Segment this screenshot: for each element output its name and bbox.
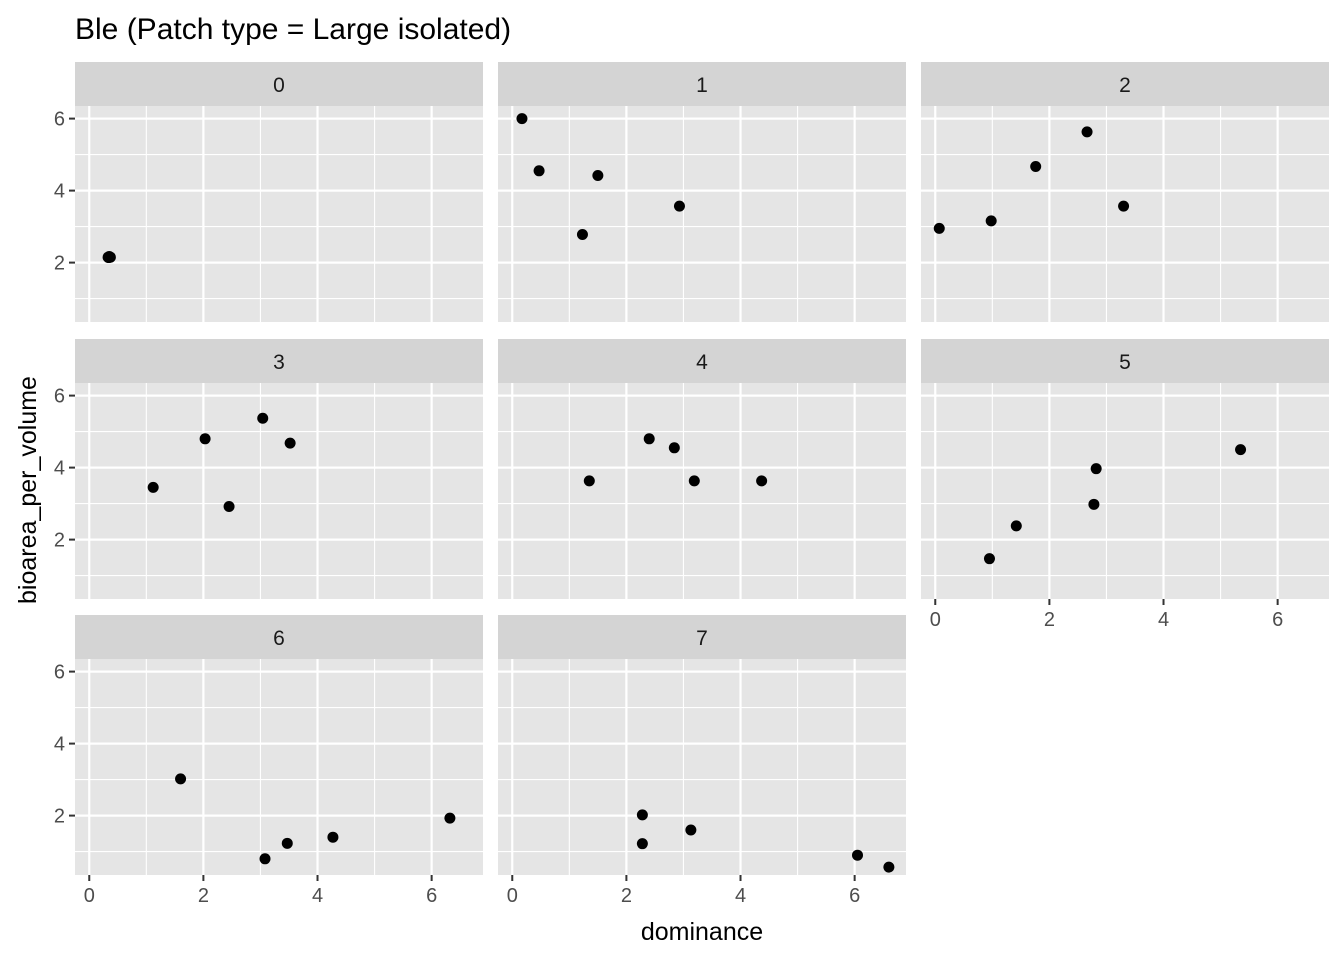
data-point (668, 442, 680, 454)
facet-strip (921, 339, 1329, 383)
facet-panel-7: 7 0 2 4 6 (498, 615, 906, 907)
facet-strip-label: 2 (1119, 74, 1131, 97)
facet-panel-3: 3 2 4 6 (54, 339, 483, 599)
data-point (223, 500, 235, 512)
data-point (1235, 444, 1247, 456)
y-tick-label: 4 (54, 458, 65, 480)
facet-panels: 0 2 4 6 1 2 3 2 4 6 4 5 0 2 4 6 6 2 4 6 0 2 4 6 7 0 2 4 6 (54, 62, 1329, 907)
data-point (851, 849, 863, 861)
x-tick-label: 4 (735, 885, 746, 907)
panel-background (498, 383, 906, 599)
data-point (1010, 520, 1022, 532)
facet-panel-1: 1 (498, 62, 906, 322)
y-tick-label: 6 (54, 662, 65, 684)
x-tick-label: 0 (507, 885, 518, 907)
panel-background (498, 659, 906, 875)
facet-strip (921, 62, 1329, 106)
facet-strip-label: 5 (1119, 351, 1131, 374)
data-point (147, 481, 159, 493)
data-point (636, 809, 648, 821)
data-point (284, 437, 296, 449)
y-tick-label: 2 (54, 530, 65, 552)
facet-panel-4: 4 (498, 339, 906, 599)
facet-strip-label: 4 (696, 351, 708, 374)
data-point (933, 222, 945, 234)
data-point (688, 475, 700, 487)
panel-background (921, 383, 1329, 599)
facet-panel-2: 2 (921, 62, 1329, 322)
data-point (281, 837, 293, 849)
panel-background (921, 106, 1329, 322)
data-point (1090, 463, 1102, 475)
data-point (103, 252, 115, 264)
x-tick-label: 2 (1044, 609, 1055, 631)
x-tick-label: 2 (198, 885, 209, 907)
data-point (985, 215, 997, 227)
data-point (756, 475, 768, 487)
panel-background (75, 106, 483, 322)
data-point (592, 169, 604, 181)
data-point (883, 861, 895, 873)
panel-background (75, 659, 483, 875)
data-point (516, 113, 528, 125)
data-point (257, 412, 269, 424)
facet-strip (498, 615, 906, 659)
x-tick-label: 2 (621, 885, 632, 907)
data-point (685, 824, 697, 836)
data-point (1081, 126, 1093, 138)
facet-panel-6: 6 2 4 6 0 2 4 6 (54, 615, 483, 907)
data-point (444, 812, 456, 824)
data-point (576, 229, 588, 241)
data-point (1088, 498, 1100, 510)
x-axis-title: dominance (641, 918, 763, 946)
y-tick-label: 6 (54, 386, 65, 408)
data-point (643, 433, 655, 445)
facet-strip-label: 3 (273, 351, 285, 374)
facet-strip-label: 6 (273, 627, 285, 650)
facet-strip-label: 7 (696, 627, 708, 650)
facet-strip (75, 62, 483, 106)
y-tick-label: 6 (54, 109, 65, 131)
data-point (1118, 200, 1130, 212)
x-tick-label: 0 (930, 609, 941, 631)
facet-strip (75, 615, 483, 659)
data-point (327, 831, 339, 843)
data-point (1030, 160, 1042, 172)
facet-strip (75, 339, 483, 383)
facet-strip (498, 339, 906, 383)
y-tick-label: 2 (54, 253, 65, 275)
panel-background (75, 383, 483, 599)
facet-strip-label: 1 (696, 74, 708, 97)
chart-title: Ble (Patch type = Large isolated) (75, 13, 511, 46)
x-tick-label: 6 (1272, 609, 1283, 631)
data-point (259, 853, 271, 865)
data-point (175, 773, 187, 785)
y-tick-label: 2 (54, 806, 65, 828)
data-point (673, 200, 685, 212)
y-tick-label: 4 (54, 734, 65, 756)
facet-strip-label: 0 (273, 74, 285, 97)
facet-panel-0: 0 2 4 6 (54, 62, 483, 322)
x-tick-label: 6 (849, 885, 860, 907)
x-tick-label: 0 (84, 885, 95, 907)
data-point (983, 553, 995, 565)
panel-background (498, 106, 906, 322)
data-point (583, 475, 595, 487)
x-tick-label: 4 (312, 885, 323, 907)
data-point (636, 838, 648, 850)
data-point (533, 165, 545, 177)
y-axis-title: bioarea_per_volume (14, 376, 42, 604)
y-tick-label: 4 (54, 181, 65, 203)
x-tick-label: 6 (426, 885, 437, 907)
facet-strip (498, 62, 906, 106)
data-point (199, 433, 211, 445)
x-tick-label: 4 (1158, 609, 1169, 631)
facet-panel-5: 5 0 2 4 6 (921, 339, 1329, 631)
